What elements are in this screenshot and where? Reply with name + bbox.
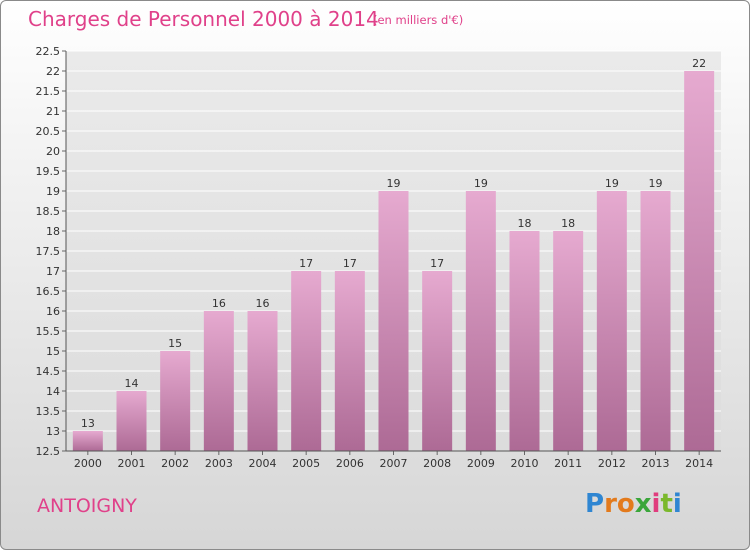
- bar-2003: [203, 311, 234, 451]
- data-label: 17: [430, 257, 444, 270]
- y-tick-label: 20.5: [36, 125, 61, 138]
- bar-2006: [334, 271, 365, 451]
- chart-title: Charges de Personnel 2000 à 2014: [28, 7, 379, 31]
- bar-2002: [160, 351, 191, 451]
- y-tick-label: 13.5: [36, 405, 61, 418]
- x-tick-label: 2010: [511, 457, 539, 470]
- commune-name: ANTOIGNY: [37, 495, 137, 517]
- data-label: 16: [256, 297, 270, 310]
- x-tick-label: 2009: [467, 457, 495, 470]
- x-tick-label: 2006: [336, 457, 364, 470]
- y-tick-label: 14.5: [36, 365, 61, 378]
- bar-2011: [553, 231, 584, 451]
- bar-2007: [378, 191, 409, 451]
- y-tick-label: 16.5: [36, 285, 61, 298]
- logo-letter: x: [634, 489, 652, 519]
- bar-2014: [684, 71, 715, 451]
- data-label: 14: [125, 377, 139, 390]
- logo-letter: o: [616, 489, 635, 519]
- x-tick-label: 2007: [380, 457, 408, 470]
- data-label: 19: [387, 177, 401, 190]
- chart-subtitle: (en milliers d'€): [373, 13, 464, 27]
- data-label: 17: [299, 257, 313, 270]
- bar-2012: [596, 191, 627, 451]
- bar-2001: [116, 391, 147, 451]
- x-tick-label: 2001: [118, 457, 146, 470]
- logo-letter: t: [660, 489, 673, 519]
- y-tick-label: 17.5: [36, 245, 61, 258]
- y-tick-label: 20: [46, 145, 60, 158]
- logo-letter: r: [604, 489, 617, 519]
- data-label: 17: [343, 257, 357, 270]
- bar-2010: [509, 231, 540, 451]
- y-tick-label: 18.5: [36, 205, 61, 218]
- data-label: 18: [561, 217, 575, 230]
- y-tick-label: 18: [46, 225, 60, 238]
- y-tick-label: 17: [46, 265, 60, 278]
- y-tick-label: 21.5: [36, 85, 61, 98]
- x-tick-label: 2008: [423, 457, 451, 470]
- bar-2005: [291, 271, 322, 451]
- data-label: 15: [168, 337, 182, 350]
- logo-letter: i: [672, 489, 682, 519]
- x-tick-label: 2013: [642, 457, 670, 470]
- y-tick-label: 15: [46, 345, 60, 358]
- x-tick-label: 2011: [554, 457, 582, 470]
- data-label: 18: [518, 217, 532, 230]
- y-tick-label: 12.5: [36, 445, 61, 458]
- x-tick-label: 2002: [161, 457, 189, 470]
- data-label: 22: [692, 57, 706, 70]
- bar-2000: [72, 431, 103, 451]
- x-tick-label: 2004: [249, 457, 277, 470]
- logo-letter: P: [585, 489, 605, 519]
- y-tick-label: 22.5: [36, 45, 61, 58]
- data-label: 19: [649, 177, 663, 190]
- x-tick-label: 2000: [74, 457, 102, 470]
- data-label: 19: [605, 177, 619, 190]
- data-label: 13: [81, 417, 95, 430]
- y-tick-label: 19.5: [36, 165, 61, 178]
- y-tick-label: 16: [46, 305, 60, 318]
- x-tick-label: 2014: [685, 457, 713, 470]
- y-tick-label: 14: [46, 385, 60, 398]
- y-tick-label: 22: [46, 65, 60, 78]
- x-tick-label: 2005: [292, 457, 320, 470]
- y-tick-label: 21: [46, 105, 60, 118]
- data-label: 16: [212, 297, 226, 310]
- x-tick-label: 2012: [598, 457, 626, 470]
- proxiti-logo: Proxiti: [585, 489, 682, 519]
- bar-2008: [422, 271, 453, 451]
- y-tick-label: 19: [46, 185, 60, 198]
- x-tick-label: 2003: [205, 457, 233, 470]
- data-label: 19: [474, 177, 488, 190]
- bar-2013: [640, 191, 671, 451]
- logo-letter: i: [651, 489, 661, 519]
- y-tick-label: 13: [46, 425, 60, 438]
- y-tick-label: 15.5: [36, 325, 61, 338]
- bar-2004: [247, 311, 278, 451]
- bar-2009: [465, 191, 496, 451]
